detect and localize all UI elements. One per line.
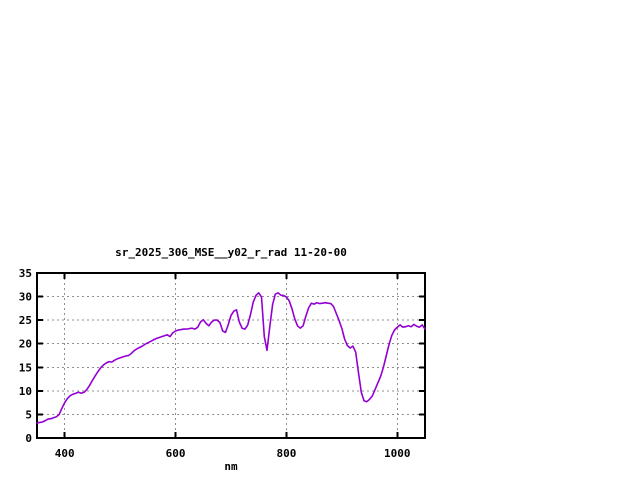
y-tick-label: 15: [19, 361, 32, 374]
y-tick-label: 10: [19, 385, 32, 398]
y-tick-label: 25: [19, 314, 32, 327]
x-tick-label: 400: [55, 447, 75, 460]
y-tick-label: 0: [25, 432, 32, 445]
x-tick-label: 1000: [384, 447, 411, 460]
y-tick-label: 35: [19, 267, 32, 280]
y-tick-label: 30: [19, 291, 32, 304]
chart-title: sr_2025_306_MSE__y02_r_rad 11-20-00: [115, 246, 347, 259]
plot-border: [36, 272, 426, 439]
y-tick-label: 20: [19, 338, 32, 351]
x-tick-label: 800: [276, 447, 296, 460]
x-tick-label: 600: [166, 447, 186, 460]
y-tick-label: 5: [25, 408, 32, 421]
x-axis-label: nm: [224, 460, 238, 473]
data-line: [36, 291, 426, 424]
